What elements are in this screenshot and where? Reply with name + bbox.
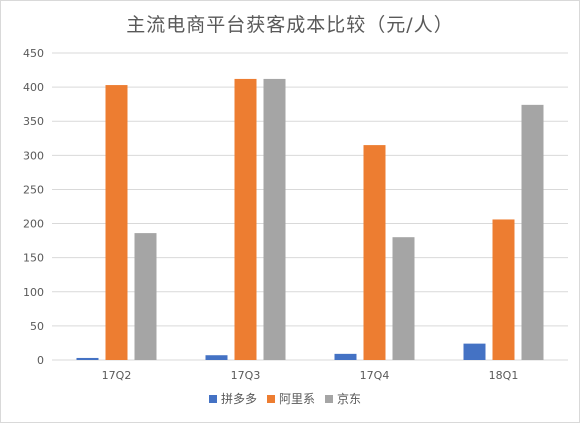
bar-17Q2-拼多多 [76, 357, 99, 360]
bars [76, 78, 544, 361]
legend-label: 京东 [337, 392, 361, 406]
x-category-label: 17Q3 [231, 369, 261, 382]
bar-17Q3-京东 [263, 78, 286, 361]
legend-swatch [209, 395, 217, 403]
x-axis-categories: 17Q2 17Q3 17Q4 18Q1 [102, 369, 519, 382]
y-tick-label: 300 [23, 149, 44, 162]
legend-swatch [267, 395, 275, 403]
y-tick-label: 50 [30, 320, 44, 333]
legend-label: 拼多多 [221, 392, 257, 406]
x-category-label: 17Q4 [360, 369, 390, 382]
bar-17Q3-阿里系 [234, 78, 257, 361]
y-tick-label: 0 [37, 354, 44, 367]
y-tick-label: 450 [23, 47, 44, 60]
y-axis-ticks: 0 50 100 150 200 250 300 350 400 450 [23, 47, 44, 367]
legend-label: 阿里系 [279, 392, 315, 406]
bar-17Q2-京东 [134, 233, 157, 360]
bar-18Q1-拼多多 [463, 343, 486, 360]
x-category-label: 17Q2 [102, 369, 132, 382]
y-tick-label: 350 [23, 115, 44, 128]
bar-17Q4-拼多多 [334, 353, 357, 360]
bar-17Q2-阿里系 [105, 85, 128, 360]
y-tick-label: 250 [23, 183, 44, 196]
y-tick-label: 150 [23, 252, 44, 265]
bar-18Q1-京东 [521, 104, 544, 360]
y-tick-label: 400 [23, 81, 44, 94]
bar-17Q3-拼多多 [205, 355, 228, 360]
chart-title: 主流电商平台获客成本比较（元/人） [126, 14, 454, 36]
legend-swatch [325, 395, 333, 403]
bar-17Q4-京东 [392, 237, 415, 360]
bar-18Q1-阿里系 [492, 219, 515, 360]
y-tick-label: 200 [23, 218, 44, 231]
gridlines [52, 52, 568, 361]
legend: 拼多多 阿里系 京东 [209, 392, 361, 406]
x-category-label: 18Q1 [489, 369, 519, 382]
y-tick-label: 100 [23, 286, 44, 299]
bar-17Q4-阿里系 [363, 145, 386, 360]
